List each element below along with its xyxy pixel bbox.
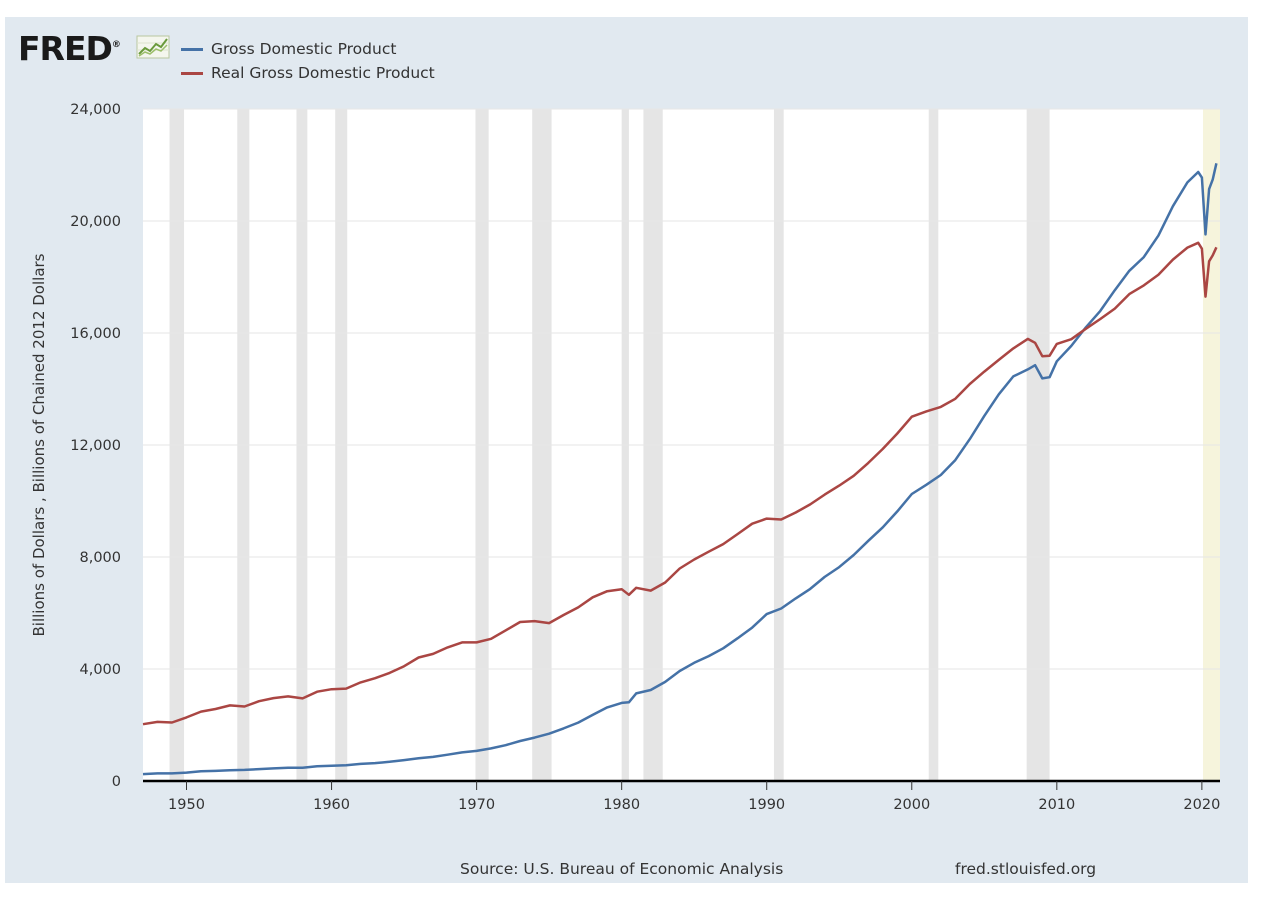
graph-logo-icon	[136, 35, 170, 59]
x-tick-label: 1960	[313, 797, 350, 813]
gridlines	[143, 108, 1220, 670]
y-tick-label: 16,000	[70, 326, 121, 342]
x-tick-label: 2000	[893, 797, 930, 813]
fred-logo[interactable]: FRED®	[18, 29, 121, 68]
x-tick-label: 2020	[1183, 797, 1220, 813]
x-axis-ticks: 1950 1960 1970 1980 1990 2000 2010 2020	[168, 781, 1220, 813]
y-tick-label: 12,000	[70, 438, 121, 454]
logo-text: FRED	[18, 29, 113, 68]
x-tick-label: 2010	[1038, 797, 1075, 813]
legend-swatch-real-gdp	[181, 71, 203, 75]
source-text: Source: U.S. Bureau of Economic Analysis	[460, 860, 784, 878]
x-tick-label: 1950	[168, 797, 205, 813]
logo-registered-mark: ®	[111, 40, 121, 50]
y-tick-label: 24,000	[70, 102, 121, 118]
series-line[interactable]	[142, 241, 1218, 726]
legend-label-gdp: Gross Domestic Product	[211, 40, 397, 58]
x-tick-label: 1980	[603, 797, 640, 813]
series-lines	[142, 163, 1218, 776]
legend-label-real-gdp: Real Gross Domestic Product	[211, 64, 435, 82]
y-tick-label: 8,000	[79, 550, 121, 566]
y-axis-ticks: 0 4,000 8,000 12,000 16,000 20,000 24,000	[70, 102, 121, 790]
x-tick-label: 1990	[748, 797, 785, 813]
legend-item-gdp[interactable]: Gross Domestic Product	[181, 39, 396, 59]
legend-item-real-gdp[interactable]: Real Gross Domestic Product	[181, 63, 435, 83]
site-link[interactable]: fred.stlouisfed.org	[955, 860, 1097, 878]
legend-swatch-gdp	[181, 47, 203, 51]
y-tick-label: 4,000	[79, 662, 121, 678]
y-tick-label: 0	[112, 774, 121, 790]
y-tick-label: 20,000	[70, 214, 121, 230]
x-tick-label: 1970	[458, 797, 495, 813]
series-line[interactable]	[142, 163, 1218, 776]
y-axis-title: Billions of Dollars , Billions of Chaine…	[30, 253, 48, 636]
